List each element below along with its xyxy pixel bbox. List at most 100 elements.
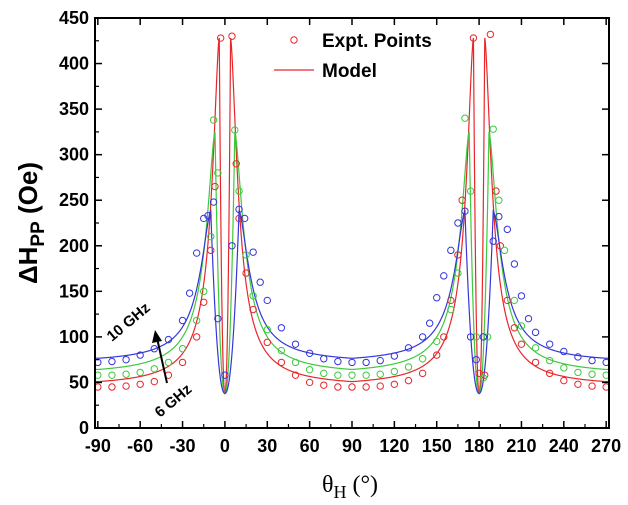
data-point bbox=[136, 380, 144, 388]
data-point bbox=[240, 214, 249, 223]
data-point bbox=[489, 237, 497, 245]
data-point bbox=[574, 368, 582, 377]
data-point bbox=[425, 319, 434, 327]
y-tick-label: 350 bbox=[59, 99, 89, 119]
data-point bbox=[228, 32, 236, 40]
data-point bbox=[531, 344, 540, 352]
data-point bbox=[545, 356, 554, 365]
data-point bbox=[418, 333, 427, 341]
data-point bbox=[249, 305, 257, 314]
data-point bbox=[418, 369, 427, 378]
data-point bbox=[447, 296, 455, 305]
data-point bbox=[178, 358, 187, 367]
data-point bbox=[150, 377, 159, 386]
data-point bbox=[496, 242, 504, 250]
data-point bbox=[263, 296, 271, 305]
data-point bbox=[235, 205, 243, 214]
data-point bbox=[207, 232, 215, 241]
data-point bbox=[390, 367, 399, 376]
x-tick-label: 30 bbox=[257, 436, 277, 456]
data-point bbox=[242, 251, 250, 259]
data-point bbox=[209, 116, 218, 124]
data-point bbox=[256, 278, 264, 286]
data-point bbox=[433, 337, 441, 346]
x-tick-label: 210 bbox=[506, 436, 536, 456]
data-point bbox=[200, 298, 208, 306]
data-point bbox=[495, 212, 503, 221]
x-tick-label: 120 bbox=[379, 436, 409, 456]
data-point bbox=[510, 260, 519, 268]
data-point bbox=[489, 125, 497, 133]
x-tick-label: -30 bbox=[170, 436, 196, 456]
data-point bbox=[235, 187, 243, 195]
y-tick-label: 50 bbox=[69, 372, 89, 392]
data-point bbox=[461, 114, 469, 122]
data-point bbox=[235, 214, 243, 223]
y-tick-label: 0 bbox=[79, 418, 89, 438]
data-point bbox=[404, 363, 413, 371]
data-point bbox=[200, 287, 208, 296]
y-tick-label: 200 bbox=[59, 236, 89, 256]
data-point bbox=[479, 374, 488, 382]
data-point bbox=[334, 357, 342, 366]
data-point bbox=[503, 225, 512, 234]
data-point bbox=[263, 338, 271, 347]
data-point bbox=[404, 344, 413, 352]
data-point bbox=[334, 371, 342, 379]
data-point bbox=[211, 182, 219, 191]
data-point bbox=[228, 242, 236, 250]
data-point bbox=[362, 371, 370, 379]
data-point bbox=[517, 340, 526, 348]
data-point bbox=[362, 383, 370, 391]
data-point bbox=[277, 346, 286, 355]
data-point bbox=[216, 34, 225, 42]
data-point bbox=[454, 251, 462, 259]
legend-model-label: Model bbox=[322, 61, 377, 82]
data-point bbox=[348, 383, 356, 391]
data-point bbox=[588, 356, 596, 365]
data-point bbox=[209, 198, 218, 206]
data-point bbox=[454, 219, 462, 227]
data-point bbox=[192, 316, 201, 325]
data-point bbox=[440, 333, 448, 341]
data-point bbox=[447, 305, 455, 314]
annotation-6ghz: 6 GHz bbox=[152, 381, 195, 421]
y-tick-label: 150 bbox=[59, 281, 89, 301]
data-point bbox=[404, 376, 413, 385]
y-tick-label: 100 bbox=[59, 327, 89, 347]
data-point bbox=[192, 249, 201, 257]
y-tick-label: 250 bbox=[59, 190, 89, 210]
data-point bbox=[185, 289, 194, 297]
data-point bbox=[277, 358, 286, 367]
data-point bbox=[178, 316, 187, 325]
model-curve-6-ghz bbox=[94, 37, 610, 395]
data-point bbox=[517, 292, 526, 300]
data-point bbox=[574, 353, 582, 361]
data-point bbox=[231, 126, 239, 134]
data-point bbox=[517, 322, 526, 330]
data-point bbox=[560, 364, 568, 372]
data-point bbox=[232, 160, 240, 168]
data-point bbox=[545, 369, 554, 378]
data-point bbox=[108, 383, 116, 391]
data-point bbox=[376, 382, 384, 390]
data-point bbox=[249, 292, 257, 300]
data-point bbox=[348, 358, 356, 367]
x-tick-label: -60 bbox=[127, 436, 153, 456]
data-point bbox=[305, 349, 314, 357]
data-point bbox=[390, 352, 399, 360]
data-point bbox=[305, 378, 314, 387]
data-point bbox=[531, 358, 540, 367]
data-point bbox=[433, 294, 441, 302]
data-point bbox=[136, 368, 144, 377]
data-point bbox=[291, 371, 300, 379]
data-point bbox=[214, 314, 222, 323]
axis-layer: -90 -60 -30 0 30 60 90 120 150 180 210 240 270 0 50 100… bbox=[59, 8, 621, 456]
data-point bbox=[277, 324, 286, 332]
y-tick-label: 450 bbox=[59, 8, 89, 28]
data-point bbox=[418, 355, 427, 363]
data-point bbox=[472, 355, 480, 364]
data-point bbox=[305, 365, 314, 374]
data-point bbox=[390, 380, 399, 388]
data-point bbox=[440, 272, 448, 280]
